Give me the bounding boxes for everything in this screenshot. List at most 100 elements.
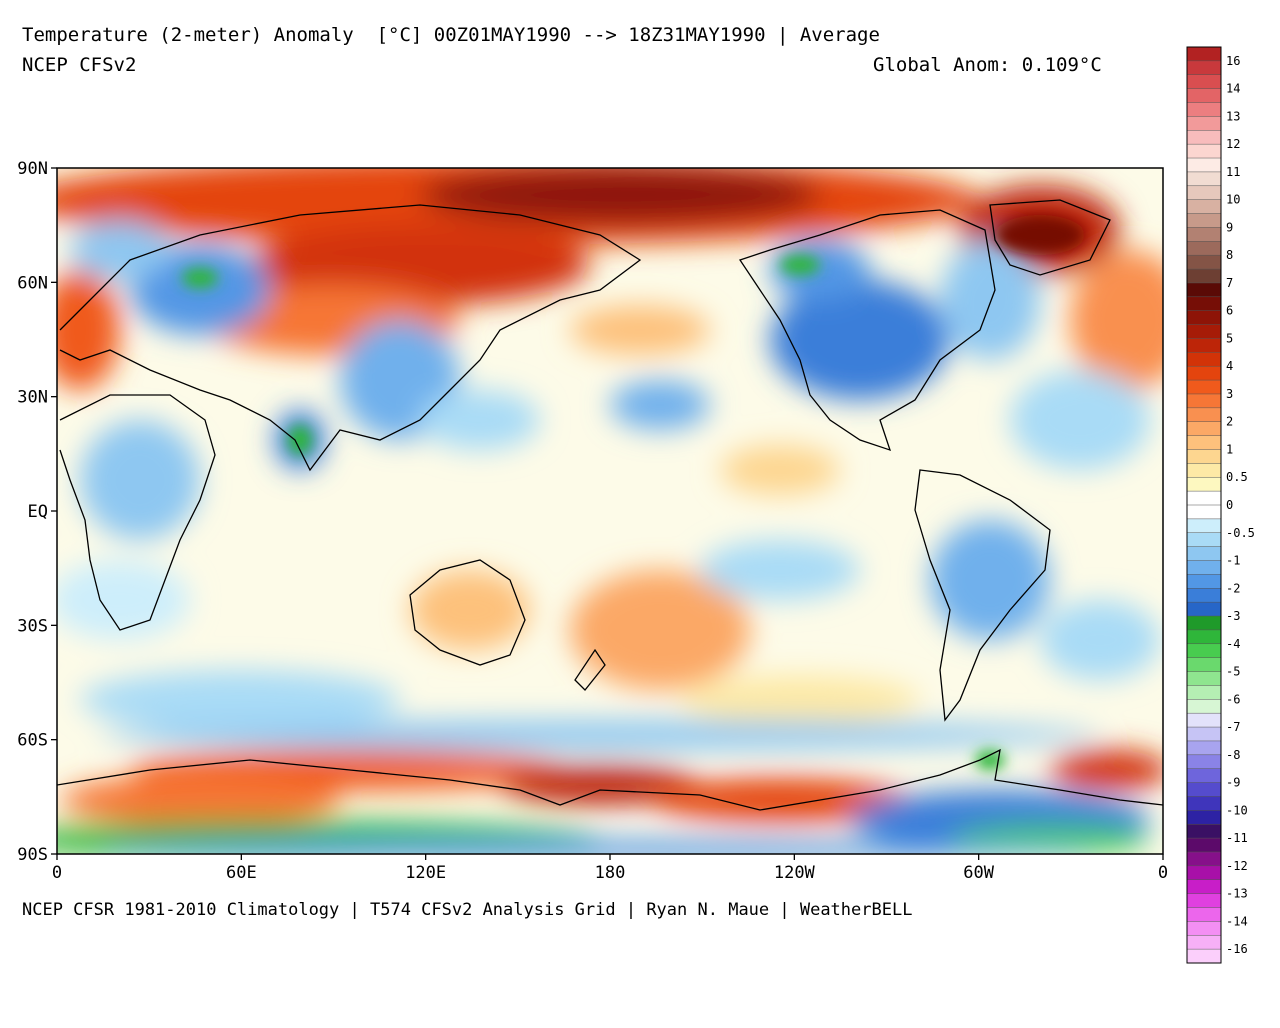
colorbar-label: -5: [1226, 665, 1240, 679]
colorbar-label: 9: [1226, 220, 1233, 234]
colorbar-label: 12: [1226, 137, 1240, 151]
colorbar-bin: [1187, 199, 1221, 215]
colorbar-bin: [1187, 851, 1221, 867]
colorbar-label: -10: [1226, 803, 1248, 817]
anomaly-field: [57, 168, 1163, 854]
colorbar-label: 8: [1226, 248, 1233, 262]
colorbar-bin: [1187, 380, 1221, 395]
colorbar-label: 16: [1226, 54, 1240, 68]
colorbar-bin: [1187, 574, 1221, 589]
map-title: Temperature (2-meter) Anomaly [°C] 00Z01…: [22, 24, 880, 46]
colorbar-bin: [1187, 421, 1221, 437]
colorbar-bin: [1187, 699, 1221, 714]
colorbar-bin: [1187, 324, 1221, 339]
colorbar-label: 14: [1226, 82, 1240, 96]
x-tick-label: 120E: [405, 863, 446, 883]
colorbar-bin: [1187, 241, 1221, 256]
colorbar-label: -12: [1226, 859, 1248, 873]
colorbar-label: -0.5: [1226, 526, 1255, 540]
colorbar-bin: [1187, 838, 1221, 853]
colorbar-bin: [1187, 796, 1221, 811]
global-anomaly-value: Global Anom: 0.109°C: [873, 54, 1102, 76]
colorbar-legend: 16 14 13 12 11 10 9 8 7 6 5 4 3 2 1 0.5 0 -0.5 -1 -2 -3 -4 -5 -…: [1186, 46, 1255, 964]
colorbar-bin: [1187, 130, 1221, 145]
colorbar-bin: [1187, 713, 1221, 728]
colorbar-bin: [1187, 893, 1221, 908]
colorbar-label: -1: [1226, 554, 1240, 568]
colorbar-bin: [1187, 532, 1221, 548]
colorbar-bin: [1187, 754, 1221, 770]
colorbar-bin: [1187, 560, 1221, 575]
colorbar-bin: [1187, 685, 1221, 700]
colorbar-bin: [1187, 727, 1221, 742]
colorbar-bin: [1187, 949, 1221, 964]
y-tick-label: 60S: [17, 731, 48, 751]
colorbar-bin: [1187, 227, 1221, 242]
colorbar-bin: [1187, 505, 1221, 520]
colorbar-label: -13: [1226, 887, 1248, 901]
colorbar-bin: [1187, 657, 1221, 673]
y-tick-label: 30N: [17, 388, 48, 408]
colorbar-bin: [1187, 865, 1221, 881]
colorbar-bin: [1187, 824, 1221, 839]
colorbar-label: -14: [1226, 914, 1248, 928]
colorbar-bin: [1187, 366, 1221, 381]
colorbar-bin: [1187, 102, 1221, 117]
colorbar-label: -2: [1226, 581, 1240, 595]
colorbar-bin: [1187, 616, 1221, 631]
colorbar-bin: [1187, 921, 1221, 936]
y-axis: 90N 60N 30N EQ 30S 60S 90S: [17, 159, 57, 865]
colorbar-bin: [1187, 171, 1221, 187]
colorbar-label: 11: [1226, 165, 1240, 179]
x-axis: 0 60E 120E 180 120W 60W 0: [52, 854, 1168, 883]
colorbar-bin: [1187, 407, 1221, 423]
x-tick-label: 120W: [774, 863, 816, 883]
colorbar-bin: [1187, 158, 1221, 173]
colorbar-bin: [1187, 435, 1221, 450]
colorbar-label: 6: [1226, 304, 1233, 318]
model-name: NCEP CFSv2: [22, 54, 137, 76]
x-tick-label: 0: [52, 863, 62, 883]
colorbar-bin: [1187, 282, 1221, 298]
colorbar-bin: [1187, 671, 1221, 686]
colorbar-bin: [1187, 88, 1221, 104]
colorbar-bin: [1187, 491, 1221, 506]
colorbar-label: 5: [1226, 331, 1233, 345]
colorbar-bin: [1187, 269, 1221, 284]
colorbar-bin: [1187, 449, 1221, 464]
colorbar-bin: [1187, 47, 1221, 62]
colorbar-bin: [1187, 768, 1221, 784]
colorbar-bin: [1187, 879, 1221, 895]
colorbar-label: -11: [1226, 831, 1248, 845]
colorbar-bin: [1187, 740, 1221, 756]
colorbar-label: 0: [1226, 498, 1233, 512]
colorbar-bin: [1187, 255, 1221, 270]
colorbar-label: -3: [1226, 609, 1240, 623]
colorbar-bin: [1187, 185, 1221, 201]
colorbar-bin: [1187, 338, 1221, 353]
colorbar-bin: [1187, 116, 1221, 131]
y-tick-label: 90S: [17, 845, 48, 865]
colorbar-label: 4: [1226, 359, 1233, 373]
colorbar-label: -16: [1226, 942, 1248, 956]
colorbar-bin: [1187, 310, 1221, 326]
colorbar-label: -8: [1226, 748, 1240, 762]
colorbar-bin: [1187, 352, 1221, 367]
x-tick-label: 60W: [963, 863, 994, 883]
colorbar-label: -9: [1226, 776, 1240, 790]
colorbar-frame: [1186, 46, 1222, 964]
footer-credits: NCEP CFSR 1981-2010 Climatology | T574 C…: [22, 900, 913, 920]
coastlines: [57, 199, 1163, 811]
colorbar-bin: [1187, 602, 1221, 617]
colorbar-bin: [1187, 144, 1221, 159]
colorbar-label: -4: [1226, 637, 1240, 651]
colorbar-bin: [1187, 60, 1221, 76]
colorbar-bin: [1187, 782, 1221, 797]
colorbar-label: 10: [1226, 193, 1240, 207]
colorbar-bin: [1187, 213, 1221, 228]
colorbar-bin: [1187, 463, 1221, 478]
colorbar-label: -6: [1226, 692, 1240, 706]
y-tick-label: EQ: [28, 502, 48, 522]
colorbar-label: 1: [1226, 442, 1233, 456]
